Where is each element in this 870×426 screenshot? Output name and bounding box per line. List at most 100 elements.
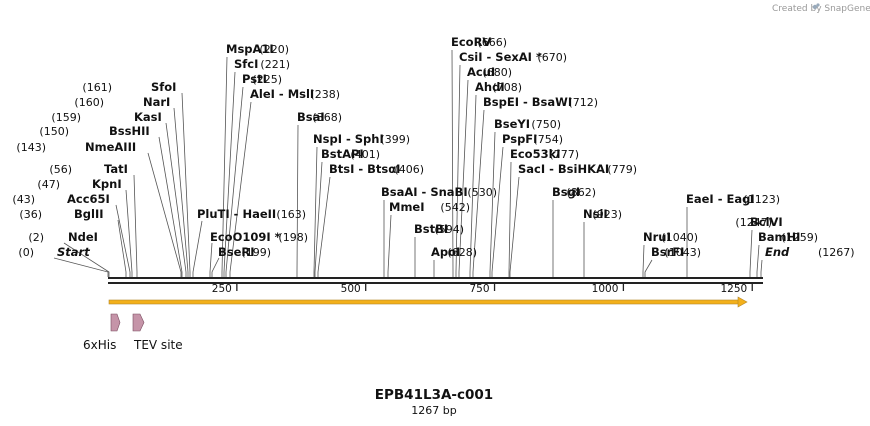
site-position: (368) (312, 111, 342, 124)
site-name: Eco53kI (510, 147, 561, 161)
site-nsii[interactable]: (923)NsiI (583, 207, 622, 221)
site-bstapi[interactable]: (401)BstAPI (321, 147, 380, 161)
site-acui[interactable]: (680)AcuI (467, 65, 512, 79)
site-position: (670) (537, 51, 567, 64)
feature-tev-site[interactable] (132, 313, 145, 332)
site-position: (160) (74, 96, 104, 109)
site-saci-bsihkai[interactable]: (779)SacI - BsiHKAI (518, 162, 637, 176)
site-nari[interactable]: (160) NarI (74, 95, 170, 109)
snapgene-logo-icon (812, 3, 820, 10)
site-position: (238) (310, 88, 340, 101)
site-eaei-eagi[interactable]: (1123)EaeI - EagI (686, 192, 780, 206)
site-bspei-bsawi[interactable]: (712)BspEI - BsaWI (483, 95, 598, 109)
site-name: AleI - MslI (250, 87, 314, 101)
leader-line (472, 109, 485, 277)
leader-line (469, 94, 477, 277)
site-nrui[interactable]: (1040)NruI (643, 230, 698, 244)
site-bclvi[interactable]: (1247)BclVI (735, 215, 782, 229)
site-sfoi[interactable]: (161) SfoI (82, 80, 176, 94)
site-position: (47) (37, 178, 60, 191)
site-bstbi[interactable]: (594)BstBI (414, 222, 464, 236)
site-nspi-sphi[interactable]: (399)NspI - SphI (313, 132, 410, 146)
site-ndei[interactable]: (2) NdeI (28, 230, 98, 244)
site-mspa1i[interactable]: (220)MspA1I (226, 42, 289, 56)
site-bsshii[interactable]: (150) BssHII (39, 124, 149, 138)
ruler-label: 500 (341, 283, 361, 295)
leader-line (509, 176, 520, 277)
site-bsaai-snabi[interactable]: (530)BsaAI - SnaBI (381, 185, 497, 199)
site-ecorv[interactable]: (666)EcoRV (451, 35, 507, 49)
site-name: PluTI - HaeII (197, 207, 276, 221)
site-name: EcoRV (451, 35, 491, 49)
feature-6xhis[interactable] (110, 313, 121, 332)
site-name: BclVI (750, 215, 783, 229)
site-apoi[interactable]: (628)ApoI (431, 245, 477, 259)
site-position: (750) (531, 118, 561, 131)
leader-line (158, 136, 183, 277)
site-position: (1043) (664, 246, 701, 259)
ruler-label: 250 (212, 283, 232, 295)
site-position: (36) (19, 208, 42, 221)
site-position: (199) (241, 246, 271, 259)
site-name: ApoI (431, 245, 460, 259)
site-psti[interactable]: (225)PstI (242, 72, 282, 86)
site-position: (2) (28, 231, 44, 244)
site-bseri[interactable]: (199)BseRI (218, 245, 271, 259)
site-name: AhdI (475, 80, 505, 94)
leader-line (296, 124, 299, 277)
site-bsrfi[interactable]: (1043)BsrFI (651, 245, 701, 259)
site-sfci[interactable]: (221)SfcI (234, 57, 290, 71)
site-name: BspEI - BsaWI (483, 95, 572, 109)
site-position: (680) (482, 66, 512, 79)
site-start[interactable]: (0) Start (18, 245, 90, 259)
site-pspfi[interactable]: (754)PspFI (502, 132, 563, 146)
site-acc65i[interactable]: (43) Acc65I (12, 192, 109, 206)
orf-arrow[interactable] (108, 296, 748, 308)
site-kasi[interactable]: (159) KasI (51, 110, 161, 124)
ruler-label: 1250 (721, 283, 748, 295)
site-ecoo109i[interactable]: (198)EcoO109I * (210, 230, 308, 244)
site-name: BseRI (218, 245, 255, 259)
site-bseyi[interactable]: (750)BseYI (494, 117, 561, 131)
leader-line (115, 204, 131, 277)
site-bsai[interactable]: (368)BsaI (297, 110, 342, 124)
site-name: NmeAIII (85, 140, 136, 154)
site-name: NarI (143, 95, 170, 109)
feature-label-6xhis: 6xHis (83, 338, 116, 352)
site-bsgi[interactable]: (862)BsgI (552, 185, 596, 199)
leader-line (221, 56, 228, 277)
site-position: (1259) (781, 231, 818, 244)
site-name: PspFI (502, 132, 537, 146)
site-name: EcoO109I * (210, 230, 281, 244)
site-position: (594) (434, 223, 464, 236)
site-position: (779) (607, 163, 637, 176)
site-bamhi[interactable]: (1259)BamHI (758, 230, 818, 244)
site-name: BsgI (552, 185, 580, 199)
leader-line (760, 259, 763, 277)
leader-line (455, 64, 461, 277)
site-position: (777) (549, 148, 579, 161)
site-eco53ki[interactable]: (777)Eco53kI (510, 147, 579, 161)
site-name: NruI (643, 230, 671, 244)
site-position: (1267) (818, 246, 855, 259)
leader-line (458, 79, 469, 277)
site-bglii[interactable]: (36) BglII (19, 207, 103, 221)
site-ahdi[interactable]: (708)AhdI (475, 80, 522, 94)
site-alei-msli[interactable]: (238)AleI - MslI (250, 87, 340, 101)
site-name: BstAPI (321, 147, 364, 161)
site-csii-sexai[interactable]: (670)CsiI - SexAI * (459, 50, 567, 64)
leader-line (489, 131, 496, 277)
site-name: MmeI (389, 200, 425, 214)
site-position: (43) (12, 193, 35, 206)
site-tati[interactable]: (56) TatI (49, 162, 128, 176)
site-name: Start (57, 245, 90, 259)
site-mmei[interactable]: (542) MmeI (389, 200, 470, 214)
site-btsi-bts-i[interactable]: (406)BtsI - BtsαI (329, 162, 424, 176)
map-length: 1267 bp (411, 404, 456, 417)
site-position: (198) (278, 231, 308, 244)
site-end[interactable]: (1267) End (765, 245, 855, 259)
site-nmeaiii[interactable]: (143) NmeAIII (16, 140, 136, 154)
site-pluti-haeii[interactable]: (163)PluTI - HaeII (197, 207, 306, 221)
site-kpni[interactable]: (47) KpnI (37, 177, 121, 191)
